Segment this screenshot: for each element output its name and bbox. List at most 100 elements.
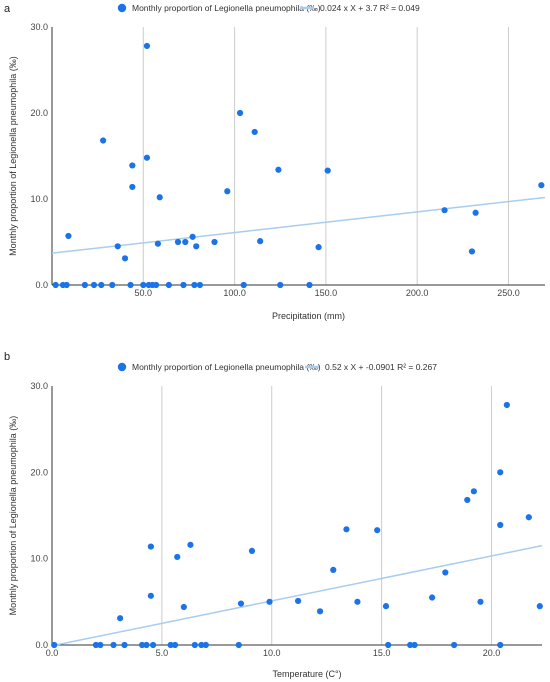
data-point [315,244,322,251]
data-point [167,641,174,649]
data-point [154,240,162,247]
y-axis-label: Monthly proportion of Legionella pneumop… [8,416,18,616]
x-tick-label: 200.0 [406,288,429,298]
data-point [129,162,136,169]
data-point [52,281,59,289]
data-point [202,641,209,649]
x-tick-label: 15.0 [373,648,391,658]
legend-point-marker [117,362,127,372]
data-point [97,641,104,649]
trendline [51,196,546,254]
data-point [343,526,350,533]
data-point [187,541,194,548]
trendline [55,544,543,646]
y-tick-label: 0.0 [35,640,48,650]
x-tick-label: 150.0 [315,288,338,298]
data-point [257,238,264,245]
data-point [324,167,331,174]
x-tick-label: 10.0 [263,648,281,658]
data-point [171,641,179,649]
data-point [189,233,196,240]
data-point [464,496,471,504]
data-point [538,182,545,189]
panel-label: b [4,351,10,363]
x-tick-label: 50.0 [135,288,153,298]
data-point [497,469,504,476]
data-point [109,281,116,289]
chart-panel-a: a Monthly proportion of Legionella pneumo… [4,3,546,321]
data-point [193,243,200,250]
data-point [121,641,128,649]
legend-trend-label: 0.52 x X + -0.0901 R² = 0.267 [325,362,437,372]
data-point [174,553,181,561]
data-point [477,598,484,605]
data-point [330,566,337,573]
data-point [147,592,154,599]
x-tick-label: 0.0 [46,648,59,658]
panel-label: a [4,3,11,15]
data-point [174,238,182,246]
y-tick-label: 30.0 [30,22,48,32]
y-tick-label: 10.0 [30,194,48,204]
data-point [98,281,105,289]
data-point [468,248,476,255]
data-point [143,154,151,161]
x-tick-label: 100.0 [223,288,246,298]
data-point [306,281,313,289]
data-point [129,183,136,191]
legend-points-label: Monthly proportion of Legionella pneumop… [132,362,321,372]
data-point [65,232,72,240]
data-point [182,238,189,246]
y-tick-label: 20.0 [30,108,48,118]
data-point [90,281,98,289]
data-point [441,207,448,214]
data-point [143,42,151,50]
data-point [382,603,390,610]
data-point [191,641,198,649]
data-point [152,281,160,289]
data-point [143,641,150,649]
data-point [374,527,381,534]
x-axis-label: Precipitation (mm) [272,311,345,321]
data-point [470,488,477,495]
data-point [277,281,284,289]
data-point [316,608,324,615]
x-tick-label: 5.0 [156,648,169,658]
data-point [110,641,117,649]
data-point [354,598,361,605]
data-point [63,281,70,289]
data-point [121,255,129,262]
data-point [251,128,258,136]
data-point [165,281,172,289]
data-point [138,641,146,649]
data-point [198,641,205,649]
data-point [224,188,231,195]
data-point [211,238,218,246]
data-point [236,109,244,117]
data-point [525,514,532,521]
data-point [117,615,124,622]
data-point [451,641,458,649]
legend-points-label: Monthly proportion of Legionella pneumop… [132,3,321,13]
data-point [147,543,154,550]
data-point [275,166,282,173]
data-point [92,641,100,649]
data-point [127,281,134,289]
data-point [140,281,147,289]
data-point [442,569,449,576]
data-point [536,603,543,610]
data-point [294,597,302,605]
data-point [266,598,273,605]
y-tick-label: 0.0 [35,280,48,290]
data-point [429,594,436,601]
data-point [191,281,198,289]
data-point [411,641,418,649]
x-tick-label: 20.0 [483,648,501,658]
chart-panel-b: b Monthly proportion of Legionella pneumo… [4,351,543,679]
x-axis-label: Temperature (C°) [272,669,341,679]
data-point [237,600,245,607]
y-axis-label: Monthly proportion of Legionella pneumop… [8,56,18,256]
y-tick-label: 30.0 [30,381,48,391]
data-point [81,281,88,289]
data-point [156,194,163,201]
